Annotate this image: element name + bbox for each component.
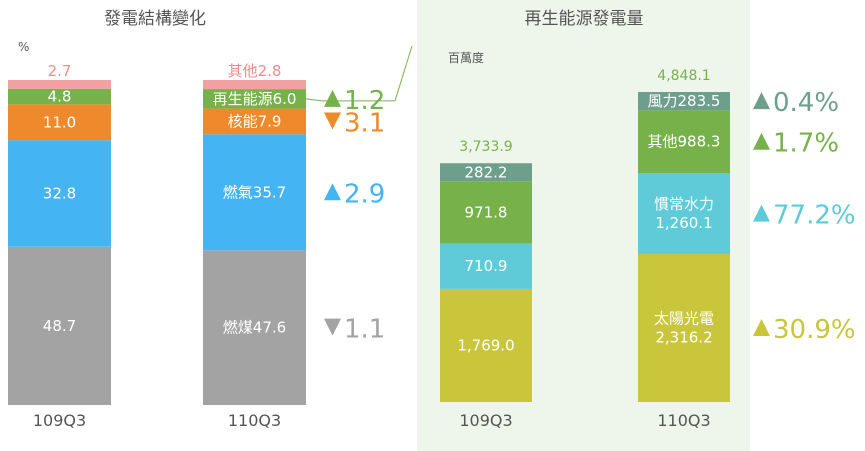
left-bar-label-110q3-series-1: 燃氣35.7 xyxy=(223,183,286,201)
right-bar-label-110q3-series-2: 其他988.3 xyxy=(648,133,721,151)
left-bar-109q3-series-2 xyxy=(8,104,111,141)
right-chart-unit: 百萬度 xyxy=(448,50,484,65)
left-bar-label-110q3-series-3: 再生能源6.0 xyxy=(213,90,297,108)
right-change-value-0: 0.4% xyxy=(773,88,839,118)
left-change-value-2: 2.9 xyxy=(344,179,385,209)
right-bar-label-110q3-series-1: 慣常水力 1,260.1 xyxy=(654,195,714,232)
right-change-value-1: 1.7% xyxy=(773,129,839,159)
left-bar-110q3-series-0 xyxy=(203,250,306,405)
right-change-arrow-3 xyxy=(753,318,770,336)
left-x-label-109q3: 109Q3 xyxy=(33,411,86,430)
left-chart-bars: 48.7 32.8 11.0 4.8 2.7 109Q3 燃煤47.6 燃氣35.7 核能7.9… xyxy=(8,62,306,430)
left-bar-110q3-series-3 xyxy=(203,89,306,109)
right-bar-label-109q3-series-2: 971.8 xyxy=(465,203,508,221)
left-bar-label-109q3-series-1: 32.8 xyxy=(43,184,76,202)
right-bar-110q3-series-0 xyxy=(638,253,730,402)
change-annotations: 1.23.12.91.1 0.4% 1.7%77.2%30.9% xyxy=(305,45,856,345)
left-bar-109q3-series-0 xyxy=(8,246,111,405)
left-bar-110q3-series-1 xyxy=(203,134,306,251)
right-x-label-110q3: 110Q3 xyxy=(657,411,710,430)
left-bar-109q3-series-3 xyxy=(8,88,111,105)
left-x-label-110q3: 110Q3 xyxy=(228,411,281,430)
right-change-arrow-1 xyxy=(753,132,770,150)
right-change-arrow-0 xyxy=(753,92,770,110)
left-change-arrow-1 xyxy=(324,112,341,130)
left-bar-109q3-series-1 xyxy=(8,140,111,247)
right-x-label-109q3: 109Q3 xyxy=(459,411,512,430)
left-bar-109q3-series-4 xyxy=(8,80,111,89)
left-change-arrow-2 xyxy=(324,183,341,201)
left-bar-label-110q3-series-4: 其他2.8 xyxy=(228,62,282,80)
right-change-value-2: 77.2% xyxy=(773,201,856,231)
right-total-label-109q3: 3,733.9 xyxy=(459,139,512,155)
right-bar-110q3-series-3 xyxy=(638,92,730,111)
left-bar-label-109q3-series-0: 48.7 xyxy=(43,317,76,335)
right-bar-109q3-series-2 xyxy=(440,181,532,244)
right-bar-label-109q3-series-1: 710.9 xyxy=(465,257,508,275)
right-total-label-110q3: 4,848.1 xyxy=(657,68,710,84)
left-chart-title: 發電結構變化 xyxy=(104,9,206,29)
left-bar-label-110q3-series-0: 燃煤47.6 xyxy=(223,319,286,337)
left-change-arrow-3 xyxy=(324,318,341,336)
right-change-value-3: 30.9% xyxy=(773,315,856,345)
left-change-value-1: 3.1 xyxy=(344,108,385,138)
right-bar-109q3-series-1 xyxy=(440,243,532,289)
right-bar-109q3-series-3 xyxy=(440,163,532,182)
right-bar-110q3-series-1 xyxy=(638,173,730,254)
right-chart-bars: 1,769.0 710.9 971.8 282.2 3,733.9 109Q3 太陽光電 2,… xyxy=(440,68,730,430)
left-change-value-3: 1.1 xyxy=(344,315,385,345)
left-bar-110q3-series-4 xyxy=(203,80,306,90)
right-bar-label-109q3-series-0: 1,769.0 xyxy=(457,336,514,354)
right-bar-109q3-series-0 xyxy=(440,288,532,402)
left-bar-label-109q3-series-3: 4.8 xyxy=(48,88,72,106)
left-bar-label-109q3-series-4: 2.7 xyxy=(48,62,72,80)
right-chart-title: 再生能源發電量 xyxy=(525,9,644,29)
left-bar-label-110q3-series-2: 核能7.9 xyxy=(228,112,282,130)
right-bar-110q3-series-2 xyxy=(638,110,730,174)
left-bar-label-109q3-series-2: 11.0 xyxy=(43,113,76,131)
right-change-arrow-2 xyxy=(753,204,770,222)
renewable-connector-line xyxy=(305,45,413,102)
left-bar-110q3-series-2 xyxy=(203,108,306,135)
left-chart-unit: % xyxy=(18,40,29,54)
right-bar-label-109q3-series-3: 282.2 xyxy=(465,163,508,181)
right-bar-label-110q3-series-0: 太陽光電 2,316.2 xyxy=(654,309,714,346)
right-bar-label-110q3-series-3: 風力283.5 xyxy=(648,92,721,110)
left-change-arrow-0 xyxy=(324,89,341,107)
